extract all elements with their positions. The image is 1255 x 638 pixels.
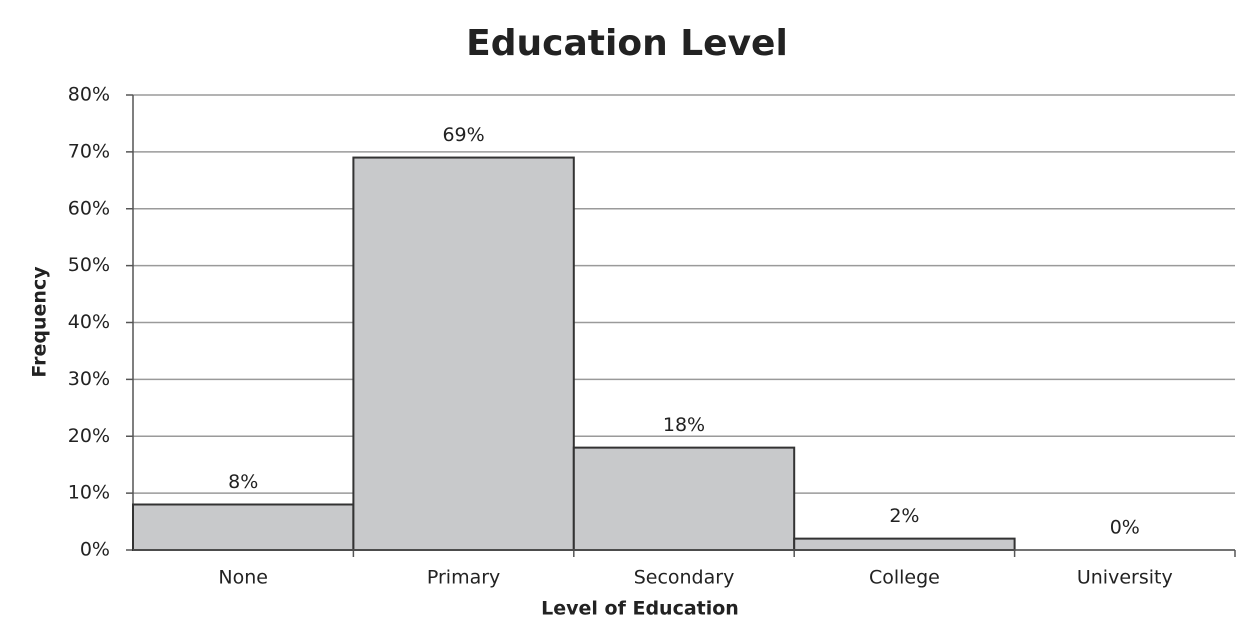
bar (132, 503, 355, 551)
y-tick-label: 70% (68, 140, 110, 162)
y-tick-label: 30% (68, 368, 110, 390)
y-tick-label: 0% (80, 539, 110, 561)
data-label: 18% (663, 414, 705, 436)
x-tick-label: Secondary (634, 567, 735, 589)
x-tick-label: University (1077, 567, 1173, 589)
y-tick-label: 10% (68, 482, 110, 504)
data-label: 2% (889, 505, 919, 527)
y-axis-label: Frequency (29, 266, 51, 378)
data-label: 69% (442, 124, 484, 146)
y-tick-label: 50% (68, 254, 110, 276)
data-label: 0% (1110, 517, 1140, 539)
bar (793, 537, 1016, 551)
x-axis-label: Level of Education (541, 598, 739, 620)
y-tick-label: 80% (68, 84, 110, 106)
bar (572, 446, 796, 551)
x-tick-label: Primary (427, 567, 500, 589)
x-tick-label: None (218, 567, 268, 589)
y-tick-label: 60% (68, 197, 110, 219)
data-label: 8% (228, 471, 258, 493)
chart-title: Education Level (466, 23, 788, 64)
y-tick-label: 40% (68, 311, 110, 333)
x-tick-label: College (869, 567, 940, 589)
bar (352, 156, 575, 551)
y-tick-label: 20% (68, 425, 110, 447)
